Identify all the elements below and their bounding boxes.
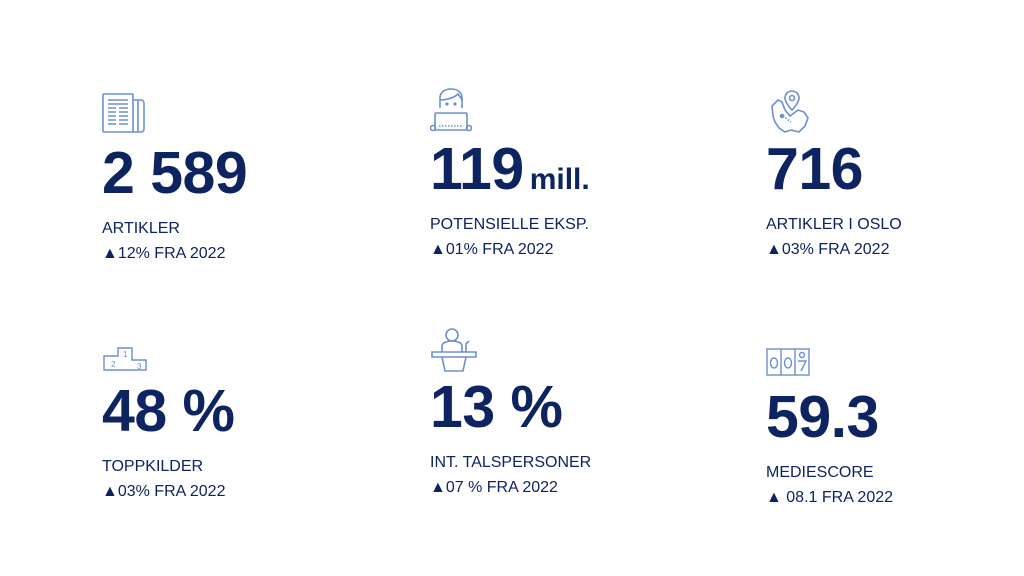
- stat-label: ARTIKLER I OSLO: [766, 216, 902, 233]
- stat-label: TOPPKILDER: [102, 458, 204, 475]
- stat-value: 119 mill.: [430, 136, 590, 202]
- stat-change: ▲03% FRA 2022: [102, 483, 226, 500]
- svg-text:3: 3: [137, 362, 142, 371]
- stat-change: ▲ 08.1 FRA 2022: [766, 489, 894, 506]
- svg-text:1: 1: [123, 350, 128, 359]
- stat-change: ▲03% FRA 2022: [766, 241, 890, 258]
- score-counter-icon: [766, 348, 1024, 378]
- stat-value: 716: [766, 136, 863, 202]
- stat-value: 59.3: [766, 384, 879, 450]
- stat-articles-oslo: 716 ARTIKLER I OSLO ▲03% FRA 2022: [766, 88, 1024, 260]
- stat-label: MEDIESCORE: [766, 464, 874, 481]
- stat-potential-exposure: 119 mill. POTENSIELLE EKSP. ▲01% FRA 2022: [430, 88, 690, 260]
- stat-unit: mill.: [529, 163, 590, 196]
- newspaper-icon: [102, 92, 362, 134]
- map-pin-icon: [766, 88, 1024, 134]
- stat-value: 2 589: [102, 140, 248, 206]
- stat-change: ▲07 % FRA 2022: [430, 479, 558, 496]
- stat-int-speakers: 13 % INT. TALSPERSONER ▲07 % FRA 2022: [430, 326, 690, 498]
- stat-change: ▲01% FRA 2022: [430, 241, 554, 258]
- stat-label: POTENSIELLE EKSP.: [430, 216, 589, 233]
- speaker-lectern-icon: [430, 326, 690, 372]
- stat-articles: 2 589 ARTIKLER ▲12% FRA 2022: [102, 92, 362, 264]
- stat-label: INT. TALSPERSONER: [430, 454, 592, 471]
- stat-value: 48 %: [102, 378, 235, 444]
- stat-value: 13 %: [430, 374, 563, 440]
- podium-icon: 2 1 3: [102, 342, 362, 372]
- person-laptop-icon: [430, 88, 690, 134]
- svg-text:2: 2: [111, 360, 116, 369]
- stat-label: ARTIKLER: [102, 220, 180, 237]
- stat-media-score: 59.3 MEDIESCORE ▲ 08.1 FRA 2022: [766, 336, 1024, 508]
- stat-top-sources: 2 1 3 48 % TOPPKILDER ▲03% FRA 2022: [102, 330, 362, 502]
- stat-change: ▲12% FRA 2022: [102, 245, 226, 262]
